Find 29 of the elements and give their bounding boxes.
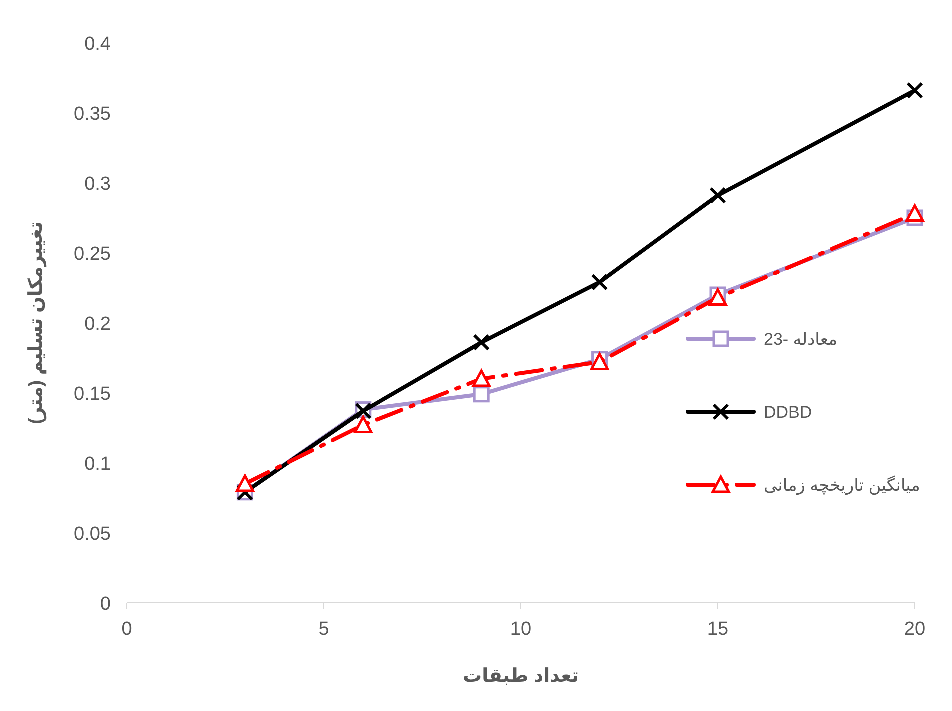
point	[710, 187, 726, 204]
y-tick-label: 0	[100, 594, 111, 615]
point	[906, 204, 924, 222]
y-tick-label: 0.15	[74, 384, 111, 405]
point	[354, 416, 373, 434]
y-tick-label: 0.1	[84, 454, 111, 475]
legend-label: میانگین تاریخچه زمانی	[764, 475, 920, 496]
x-axis-title: تعداد طبقات	[463, 666, 579, 687]
legend-label: معادله -23	[764, 330, 838, 349]
y-axis-title: تغییرمکان تسلیم (متر)	[26, 222, 47, 424]
y-tick-label: 0.3	[84, 174, 111, 195]
point	[591, 274, 608, 291]
point	[472, 370, 491, 388]
point	[236, 474, 254, 492]
y-tick-label: 0.25	[74, 244, 111, 265]
point	[708, 288, 728, 306]
point	[906, 82, 924, 100]
legend-label: DDBD	[764, 403, 812, 422]
x-tick-label: 15	[707, 619, 729, 640]
point	[473, 386, 490, 403]
x-tick-label: 5	[318, 619, 330, 640]
x-tick-label: 0	[122, 619, 132, 640]
y-tick-label: 0.4	[84, 34, 112, 55]
y-tick-label: 0.2	[84, 314, 111, 335]
x-tick-label: 10	[510, 619, 532, 640]
y-tick-label: 0.35	[74, 104, 111, 125]
x-tick-label: 20	[904, 619, 926, 640]
y-tick-label: 0.05	[74, 524, 111, 545]
point	[473, 334, 490, 352]
